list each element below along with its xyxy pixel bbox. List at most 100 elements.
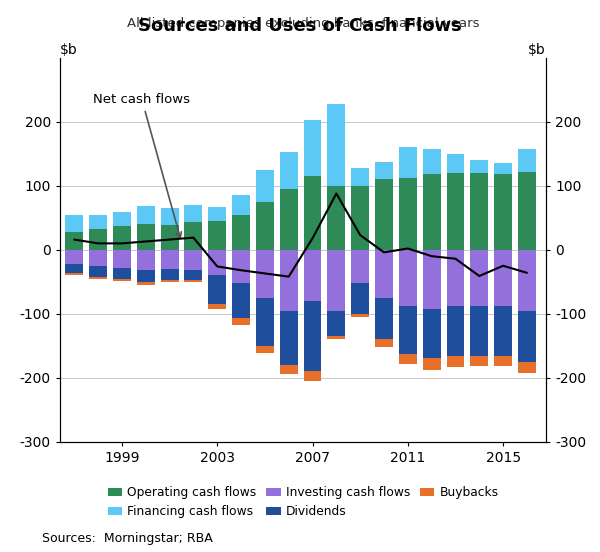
Bar [256, 298, 274, 346]
Bar [208, 221, 226, 250]
Bar [494, 250, 512, 306]
Bar [351, 186, 369, 250]
Bar [518, 150, 536, 172]
Bar [137, 224, 155, 250]
Text: Sources and Uses of Cash Flows: Sources and Uses of Cash Flows [138, 17, 462, 35]
Bar [256, 250, 274, 298]
Bar [304, 176, 322, 250]
Bar [161, 208, 179, 225]
Bar [351, 283, 369, 314]
Bar [184, 270, 202, 280]
Bar [446, 173, 464, 250]
Bar [184, 280, 202, 283]
Bar [65, 215, 83, 232]
Bar [518, 311, 536, 362]
Bar [304, 120, 322, 176]
Bar [137, 270, 155, 282]
Bar [351, 250, 369, 283]
Bar [184, 222, 202, 250]
Bar [304, 250, 322, 301]
Bar [375, 179, 393, 250]
Bar [399, 250, 417, 306]
Text: $b: $b [528, 43, 546, 57]
Bar [113, 279, 131, 281]
Bar [208, 250, 226, 275]
Text: Sources:  Morningstar; RBA: Sources: Morningstar; RBA [42, 532, 213, 545]
Bar [65, 250, 83, 264]
Bar [113, 268, 131, 279]
Bar [208, 207, 226, 221]
Bar [137, 206, 155, 224]
Bar [423, 148, 440, 174]
Bar [375, 298, 393, 339]
Bar [399, 354, 417, 364]
Bar [494, 174, 512, 250]
Bar [494, 356, 512, 365]
Bar [65, 232, 83, 250]
Bar [470, 160, 488, 173]
Bar [399, 178, 417, 250]
Bar [518, 172, 536, 250]
Bar [423, 250, 440, 309]
Bar [446, 306, 464, 356]
Bar [256, 202, 274, 250]
Bar [232, 318, 250, 325]
Bar [470, 356, 488, 365]
Bar [65, 273, 83, 275]
Bar [161, 280, 179, 282]
Bar [280, 189, 298, 250]
Bar [184, 250, 202, 270]
Bar [494, 306, 512, 356]
Bar [280, 152, 298, 189]
Title: All listed companies excluding banks, financial years: All listed companies excluding banks, fi… [127, 18, 479, 30]
Bar [423, 174, 440, 250]
Bar [256, 170, 274, 202]
Bar [518, 250, 536, 311]
Bar [208, 275, 226, 304]
Bar [351, 314, 369, 317]
Bar [208, 304, 226, 309]
Text: $b: $b [60, 43, 78, 57]
Bar [161, 269, 179, 280]
Bar [470, 173, 488, 250]
Text: Net cash flows: Net cash flows [94, 93, 190, 238]
Bar [232, 283, 250, 318]
Bar [113, 250, 131, 268]
Bar [446, 154, 464, 173]
Legend: Operating cash flows, Financing cash flows, Investing cash flows, Dividends, Buy: Operating cash flows, Financing cash flo… [107, 486, 499, 518]
Bar [256, 346, 274, 353]
Bar [470, 250, 488, 306]
Bar [89, 215, 107, 229]
Bar [232, 215, 250, 250]
Bar [89, 277, 107, 279]
Bar [232, 195, 250, 215]
Bar [423, 358, 440, 370]
Bar [328, 311, 345, 336]
Bar [184, 205, 202, 222]
Bar [161, 250, 179, 269]
Bar [304, 371, 322, 381]
Bar [280, 311, 298, 365]
Bar [232, 250, 250, 283]
Bar [137, 282, 155, 285]
Bar [65, 264, 83, 273]
Bar [446, 356, 464, 368]
Bar [328, 250, 345, 311]
Bar [375, 162, 393, 179]
Bar [113, 226, 131, 250]
Bar [89, 229, 107, 250]
Bar [89, 250, 107, 266]
Bar [113, 212, 131, 226]
Bar [89, 266, 107, 277]
Bar [351, 168, 369, 186]
Bar [137, 250, 155, 270]
Bar [280, 365, 298, 374]
Bar [470, 306, 488, 356]
Bar [161, 225, 179, 250]
Bar [518, 362, 536, 373]
Bar [304, 301, 322, 371]
Bar [446, 250, 464, 306]
Bar [328, 336, 345, 339]
Bar [399, 147, 417, 178]
Bar [328, 186, 345, 250]
